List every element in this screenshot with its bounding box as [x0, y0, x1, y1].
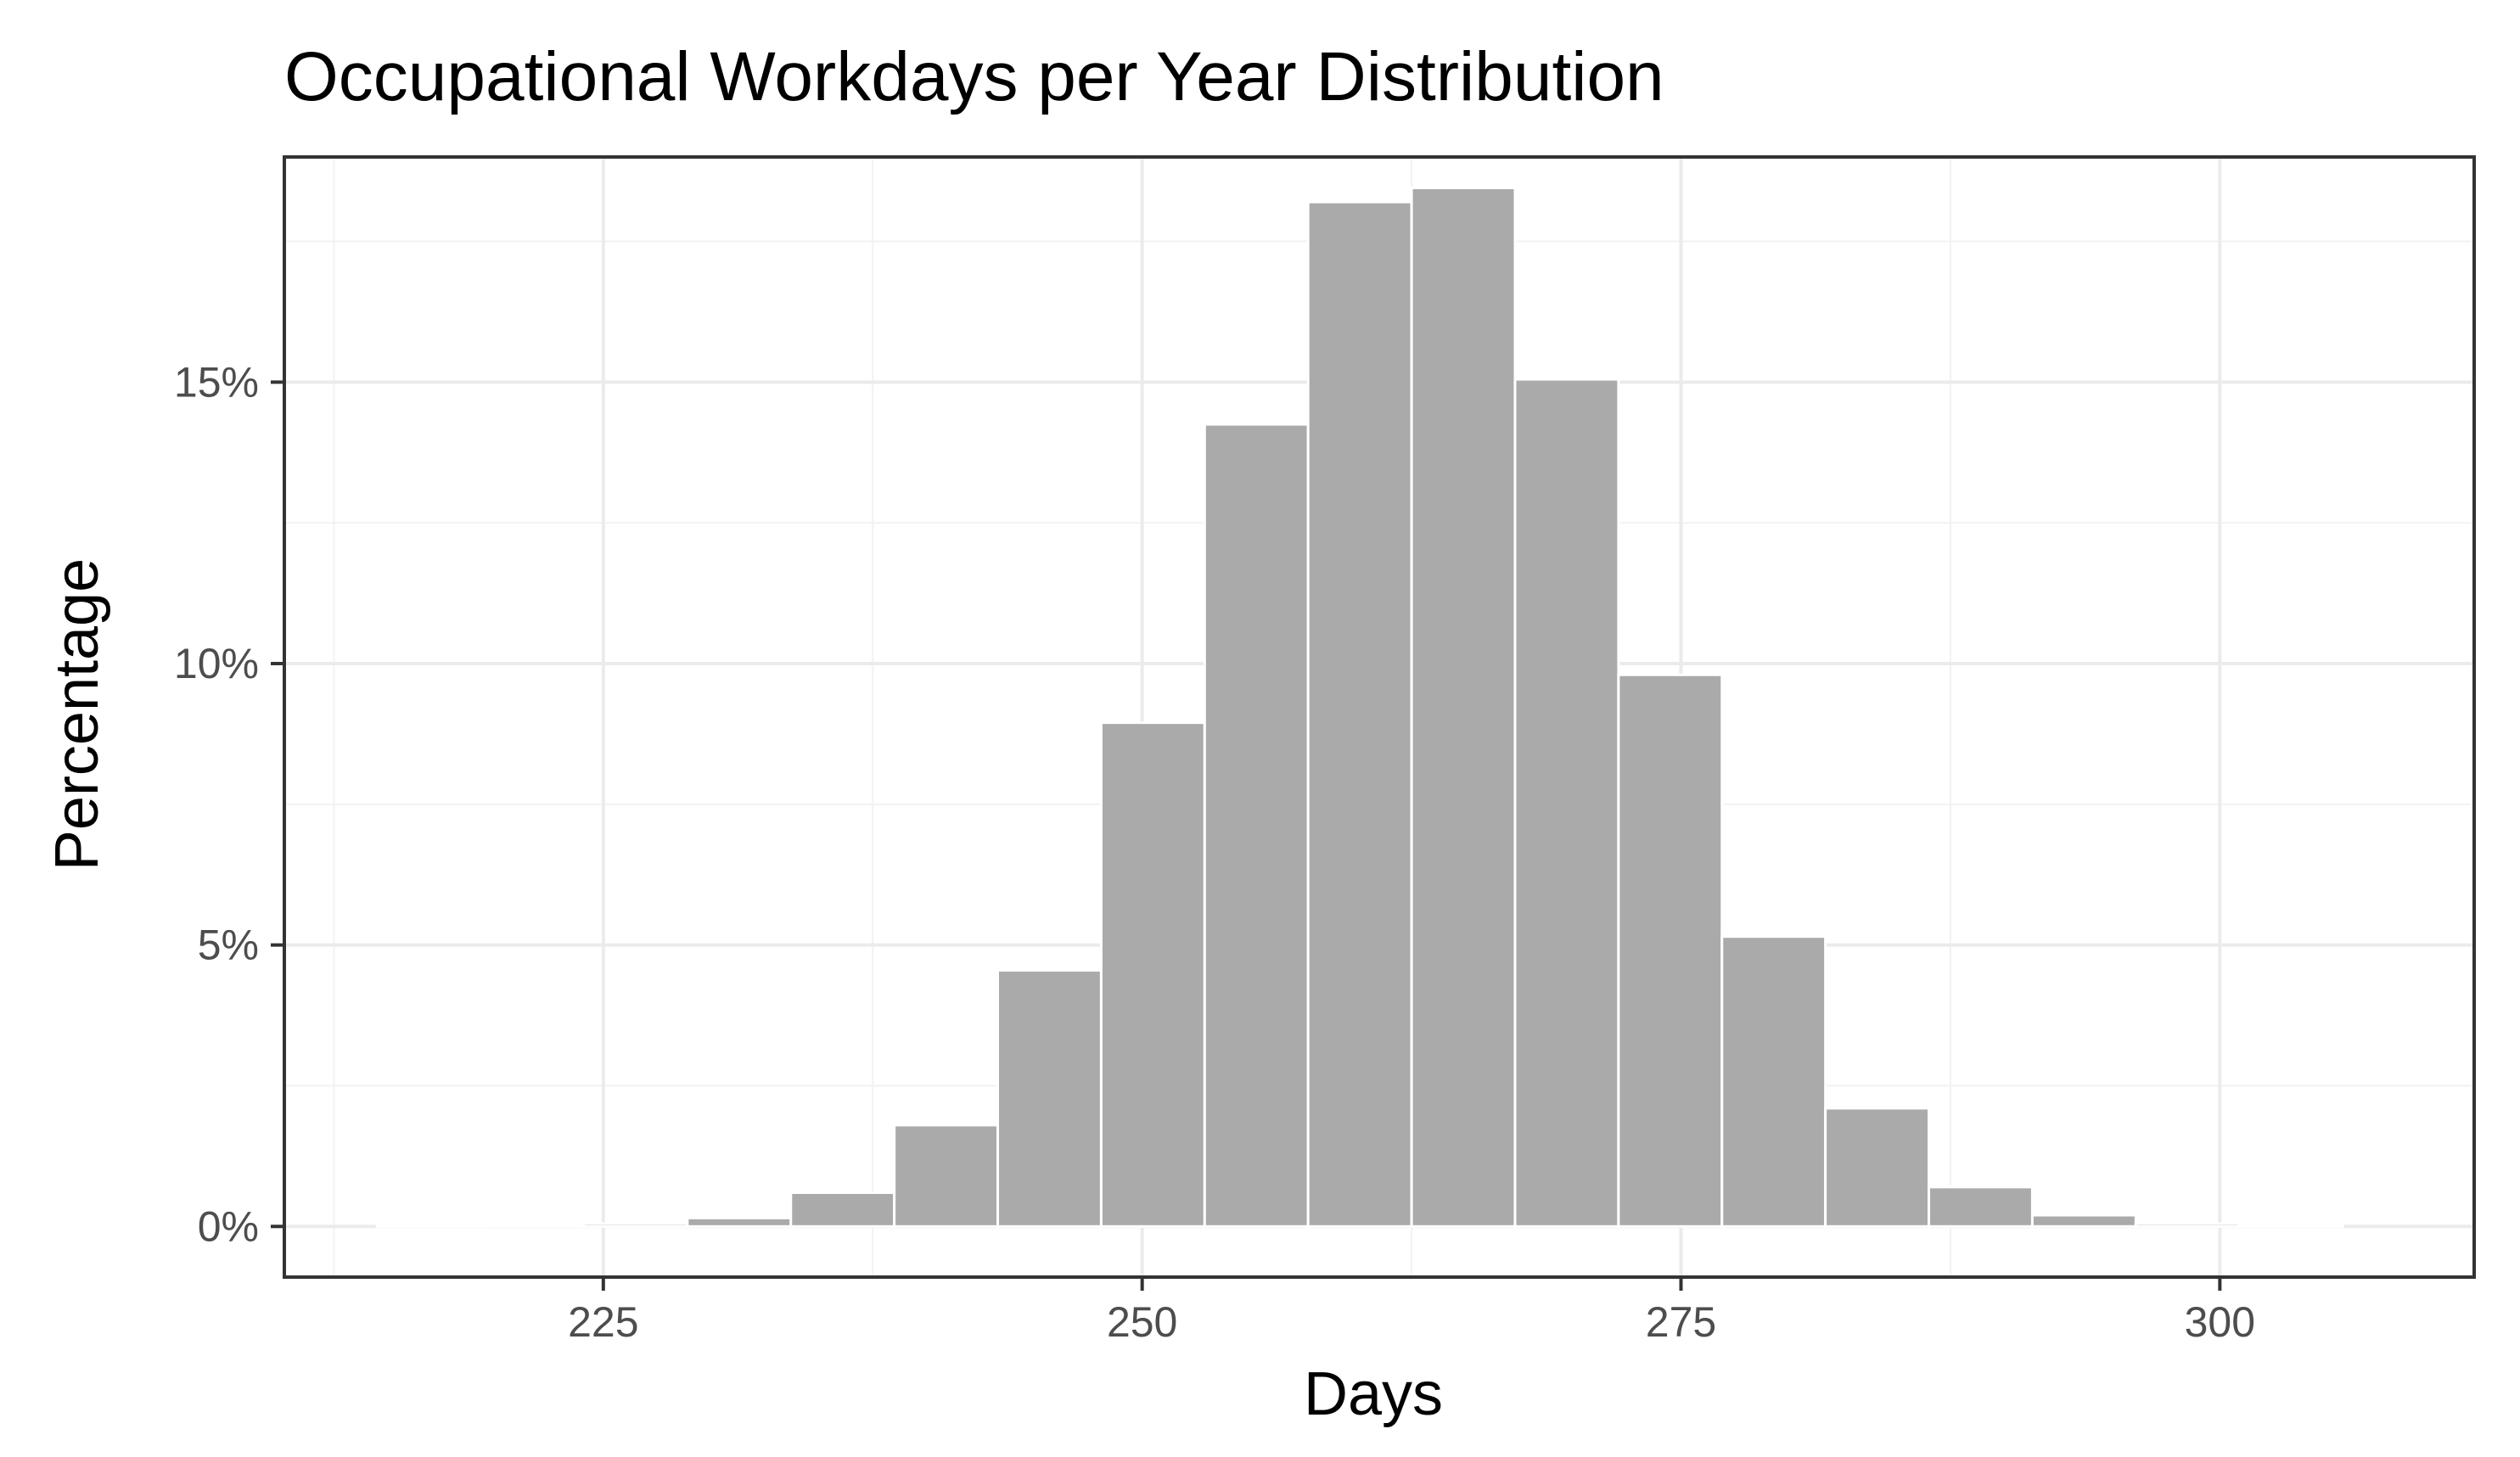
- histogram-bar: [375, 1224, 482, 1228]
- x-tick-label: 275: [1646, 1298, 1716, 1346]
- y-axis-title: Percentage: [43, 558, 111, 871]
- histogram-bar: [1513, 378, 1620, 1228]
- histogram-bar: [789, 1191, 896, 1228]
- histogram-bar: [2237, 1224, 2344, 1228]
- histogram-bar: [479, 1223, 586, 1228]
- histogram-bar: [2030, 1213, 2137, 1228]
- y-tick-label: 15%: [174, 358, 259, 406]
- x-axis: 225 250 275 300: [568, 1277, 2255, 1346]
- x-axis-title: Days: [1304, 1360, 1443, 1428]
- chart-title: Occupational Workdays per Year Distribut…: [284, 38, 1664, 115]
- histogram-bar: [1824, 1107, 1931, 1228]
- histogram-bar: [1203, 423, 1310, 1228]
- histogram-bar: [686, 1216, 793, 1228]
- histogram-bar: [1099, 721, 1206, 1228]
- histogram-bar: [1306, 200, 1413, 1228]
- y-axis: 0% 5% 10% 15%: [174, 358, 284, 1250]
- histogram-bar: [1720, 935, 1827, 1228]
- histogram-bar: [1410, 186, 1517, 1228]
- panel-border: [283, 155, 2476, 1279]
- y-tick-label: 0%: [198, 1202, 259, 1250]
- histogram-bar: [582, 1222, 689, 1228]
- histogram-bar: [893, 1124, 1000, 1228]
- y-tick-label: 5%: [198, 922, 259, 969]
- x-tick-label: 250: [1107, 1298, 1177, 1346]
- x-tick-label: 300: [2185, 1298, 2255, 1346]
- x-tick-label: 225: [568, 1298, 638, 1346]
- histogram-bar: [2134, 1222, 2241, 1228]
- histogram-bar: [996, 968, 1103, 1228]
- histogram-bar: [1928, 1185, 2034, 1228]
- histogram-bar: [1617, 673, 1724, 1228]
- histogram-bars: [375, 186, 2344, 1228]
- y-tick-label: 10%: [174, 640, 259, 687]
